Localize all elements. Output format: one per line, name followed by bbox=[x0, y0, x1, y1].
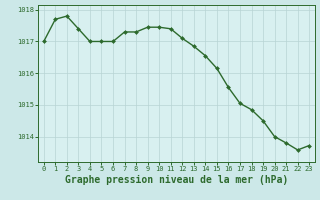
X-axis label: Graphe pression niveau de la mer (hPa): Graphe pression niveau de la mer (hPa) bbox=[65, 175, 288, 185]
